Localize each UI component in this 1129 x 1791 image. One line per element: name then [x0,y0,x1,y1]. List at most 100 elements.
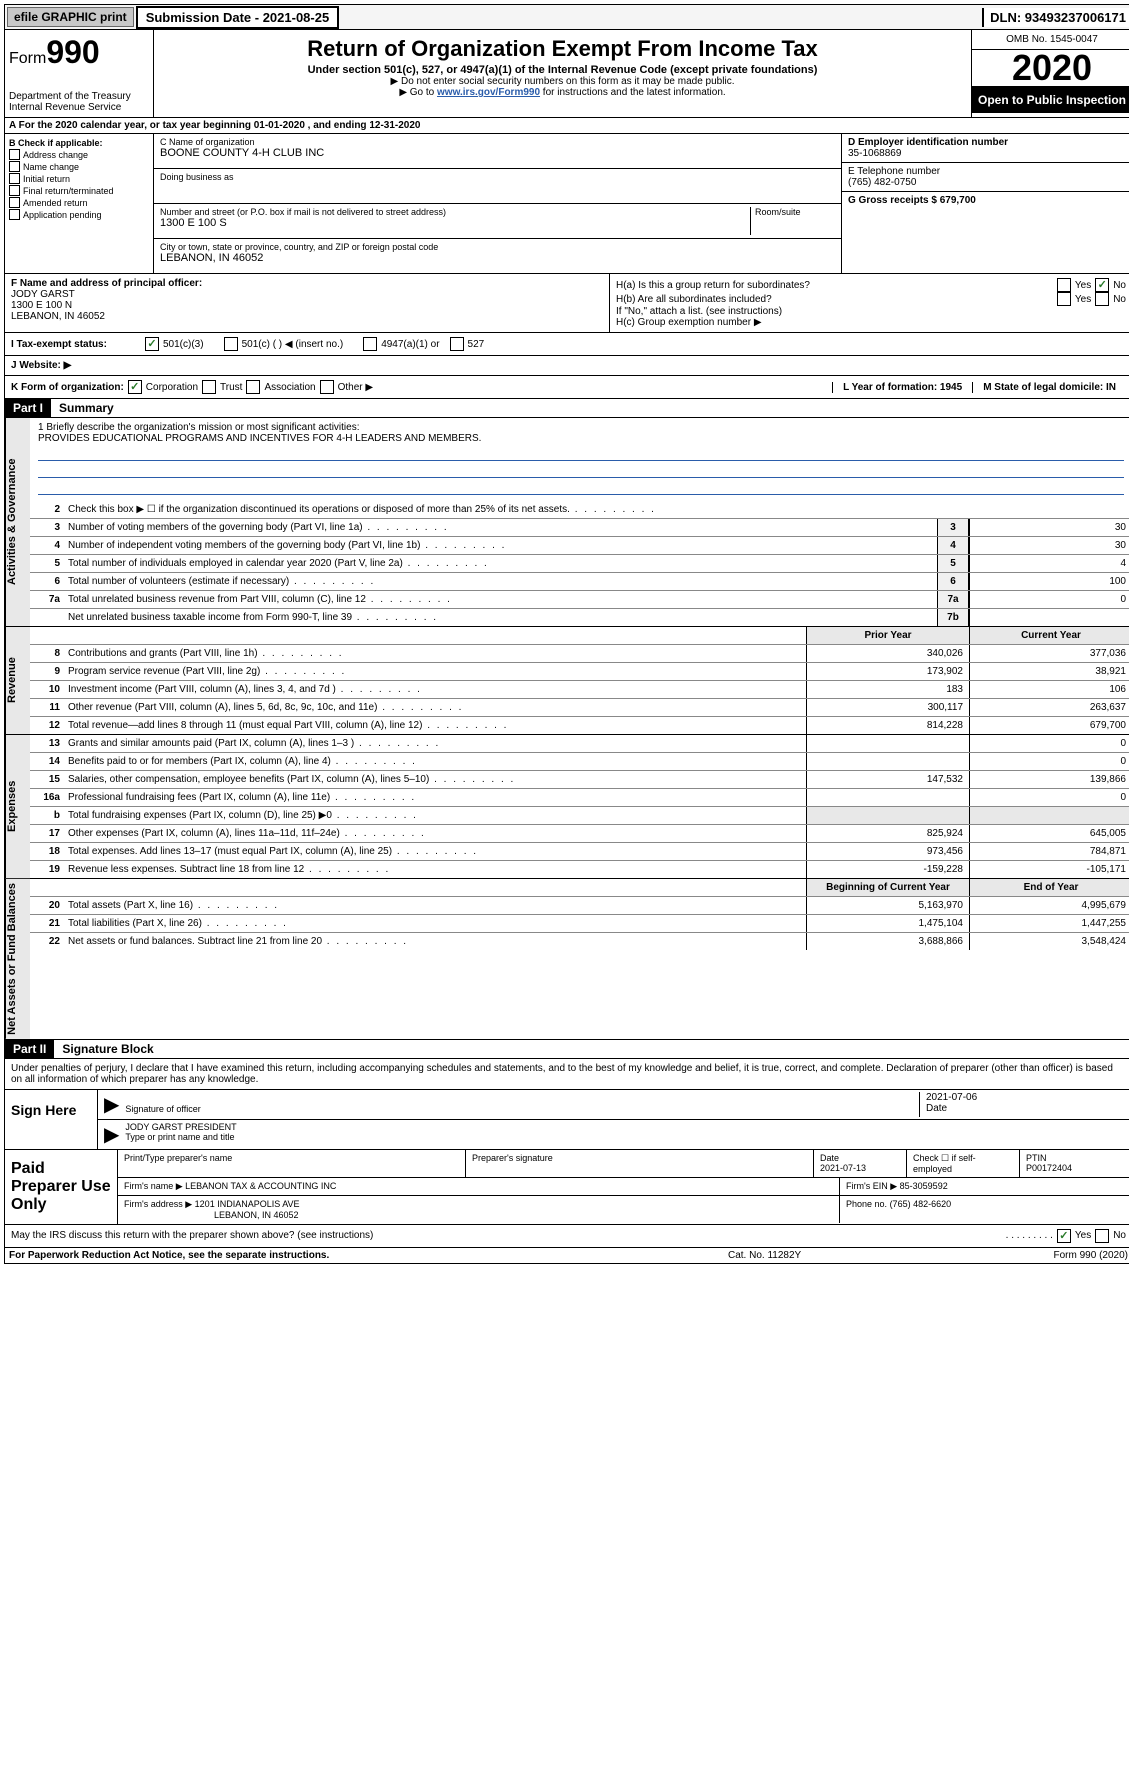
col-b-checkbox-item[interactable]: Amended return [9,197,149,208]
col-b-checkbox-item[interactable]: Initial return [9,173,149,184]
ptin-value: P00172404 [1026,1163,1072,1173]
summary-line: 4Number of independent voting members of… [30,537,1129,555]
note-link-pre: ▶ Go to [399,87,437,98]
k-assoc-checkbox[interactable] [246,380,260,394]
top-bar: efile GRAPHIC print Submission Date - 20… [4,4,1129,30]
summary-line: 5Total number of individuals employed in… [30,555,1129,573]
dba-label: Doing business as [160,172,835,182]
summary-line: 18Total expenses. Add lines 13–17 (must … [30,843,1129,861]
hb-no-checkbox[interactable] [1095,292,1109,306]
yes-label-2: Yes [1075,294,1091,305]
side-governance: Activities & Governance [5,418,30,626]
discuss-no: No [1113,1230,1126,1241]
summary-line: 11Other revenue (Part VIII, column (A), … [30,699,1129,717]
discuss-yes-checkbox[interactable]: ✓ [1057,1229,1071,1243]
officer-city: LEBANON, IN 46052 [11,311,603,322]
irs-link[interactable]: www.irs.gov/Form990 [437,87,540,98]
org-name-label: C Name of organization [160,137,835,147]
k-trust-checkbox[interactable] [202,380,216,394]
website-label: J Website: ▶ [11,360,71,371]
rev-lines: 8Contributions and grants (Part VIII, li… [30,645,1129,734]
firm-ein-label: Firm's EIN ▶ [846,1181,897,1191]
end-year-hdr: End of Year [969,879,1129,896]
discuss-row: May the IRS discuss this return with the… [4,1225,1129,1248]
sign-here-label: Sign Here [5,1090,98,1149]
prior-year-hdr: Prior Year [806,627,969,644]
current-year-hdr: Current Year [969,627,1129,644]
sig-name: JODY GARST PRESIDENT [125,1122,1126,1132]
firm-phone: (765) 482-6620 [890,1199,952,1209]
form-number: 990 [46,34,99,70]
discuss-no-checkbox[interactable] [1095,1229,1109,1243]
status-4947-checkbox[interactable] [363,337,377,351]
ha-no-checkbox[interactable]: ✓ [1095,278,1109,292]
part1-header: Part I Summary [4,399,1129,418]
summary-line: 7aTotal unrelated business revenue from … [30,591,1129,609]
hc-label: H(c) Group exemption number ▶ [616,317,1126,328]
summary-governance: Activities & Governance 1 Briefly descri… [4,418,1129,627]
hb-yes-checkbox[interactable] [1057,292,1071,306]
k-other: Other ▶ [338,382,373,393]
summary-line: 6Total number of volunteers (estimate if… [30,573,1129,591]
no-label-2: No [1113,294,1126,305]
sig-intro: Under penalties of perjury, I declare th… [5,1059,1129,1089]
room-label: Room/suite [755,207,835,217]
tax-period: A For the 2020 calendar year, or tax yea… [4,118,1129,134]
form-subtitle: Under section 501(c), 527, or 4947(a)(1)… [158,64,967,76]
row-fg: F Name and address of principal officer:… [4,274,1129,333]
city-label: City or town, state or province, country… [160,242,835,252]
summary-line: 14Benefits paid to or for members (Part … [30,753,1129,771]
tax-year: 2020 [972,50,1129,87]
efile-print-button[interactable]: efile GRAPHIC print [7,7,134,27]
org-name: BOONE COUNTY 4-H CLUB INC [160,147,835,159]
status-4947: 4947(a)(1) or [381,339,439,350]
summary-expenses: Expenses 13Grants and similar amounts pa… [4,735,1129,879]
m-state: M State of legal domicile: IN [972,382,1126,393]
k-trust: Trust [220,382,242,393]
status-501c-checkbox[interactable] [224,337,238,351]
arrow-icon: ▶ [104,1122,125,1147]
summary-line: 16aProfessional fundraising fees (Part I… [30,789,1129,807]
col-d-contact: D Employer identification number 35-1068… [842,134,1129,273]
k-row: K Form of organization: ✓Corporation Tru… [4,376,1129,399]
street-label: Number and street (or P.O. box if mail i… [160,207,750,217]
begin-year-hdr: Beginning of Current Year [806,879,969,896]
summary-line: 8Contributions and grants (Part VIII, li… [30,645,1129,663]
col-b-items: Address changeName changeInitial returnF… [9,149,149,220]
summary-line: 13Grants and similar amounts paid (Part … [30,735,1129,753]
footer-catno: Cat. No. 11282Y [728,1250,928,1261]
form-prefix: Form [9,50,46,67]
exp-lines: 13Grants and similar amounts paid (Part … [30,735,1129,878]
signature-block: Under penalties of perjury, I declare th… [4,1059,1129,1225]
sig-name-label: Type or print name and title [125,1132,1126,1142]
status-527-checkbox[interactable] [450,337,464,351]
net-lines: 20Total assets (Part X, line 16)5,163,97… [30,897,1129,950]
summary-line: 10Investment income (Part VIII, column (… [30,681,1129,699]
ha-label: H(a) Is this a group return for subordin… [616,280,1053,291]
mission-line [38,480,1124,495]
discuss-dots: . . . . . . . . . [1006,1230,1053,1241]
summary-line: 15Salaries, other compensation, employee… [30,771,1129,789]
ein-value: 35-1068869 [848,148,1126,159]
ha-yes-checkbox[interactable] [1057,278,1071,292]
k-other-checkbox[interactable] [320,380,334,394]
status-501c3-checkbox[interactable]: ✓ [145,337,159,351]
part1-title: Summary [51,399,122,417]
sig-date: 2021-07-06 [926,1092,1126,1103]
summary-line: 2Check this box ▶ ☐ if the organization … [30,501,1129,519]
gov-lines: 2Check this box ▶ ☐ if the organization … [30,501,1129,626]
submission-date: Submission Date - 2021-08-25 [136,6,340,29]
ptin-label: PTIN [1026,1153,1047,1163]
firm-addr: 1201 INDIANAPOLIS AVE [195,1199,300,1209]
summary-line: 12Total revenue—add lines 8 through 11 (… [30,717,1129,734]
col-b-checkbox-item[interactable]: Final return/terminated [9,185,149,196]
k-corp: Corporation [146,382,198,393]
col-b-checkbox-item[interactable]: Application pending [9,209,149,220]
col-b-checkbox-item[interactable]: Name change [9,161,149,172]
summary-line: 21Total liabilities (Part X, line 26)1,4… [30,915,1129,933]
summary-line: Net unrelated business taxable income fr… [30,609,1129,626]
gross-receipts: G Gross receipts $ 679,700 [848,195,1126,206]
summary-line: 9Program service revenue (Part VIII, lin… [30,663,1129,681]
col-b-checkbox-item[interactable]: Address change [9,149,149,160]
k-corp-checkbox[interactable]: ✓ [128,380,142,394]
